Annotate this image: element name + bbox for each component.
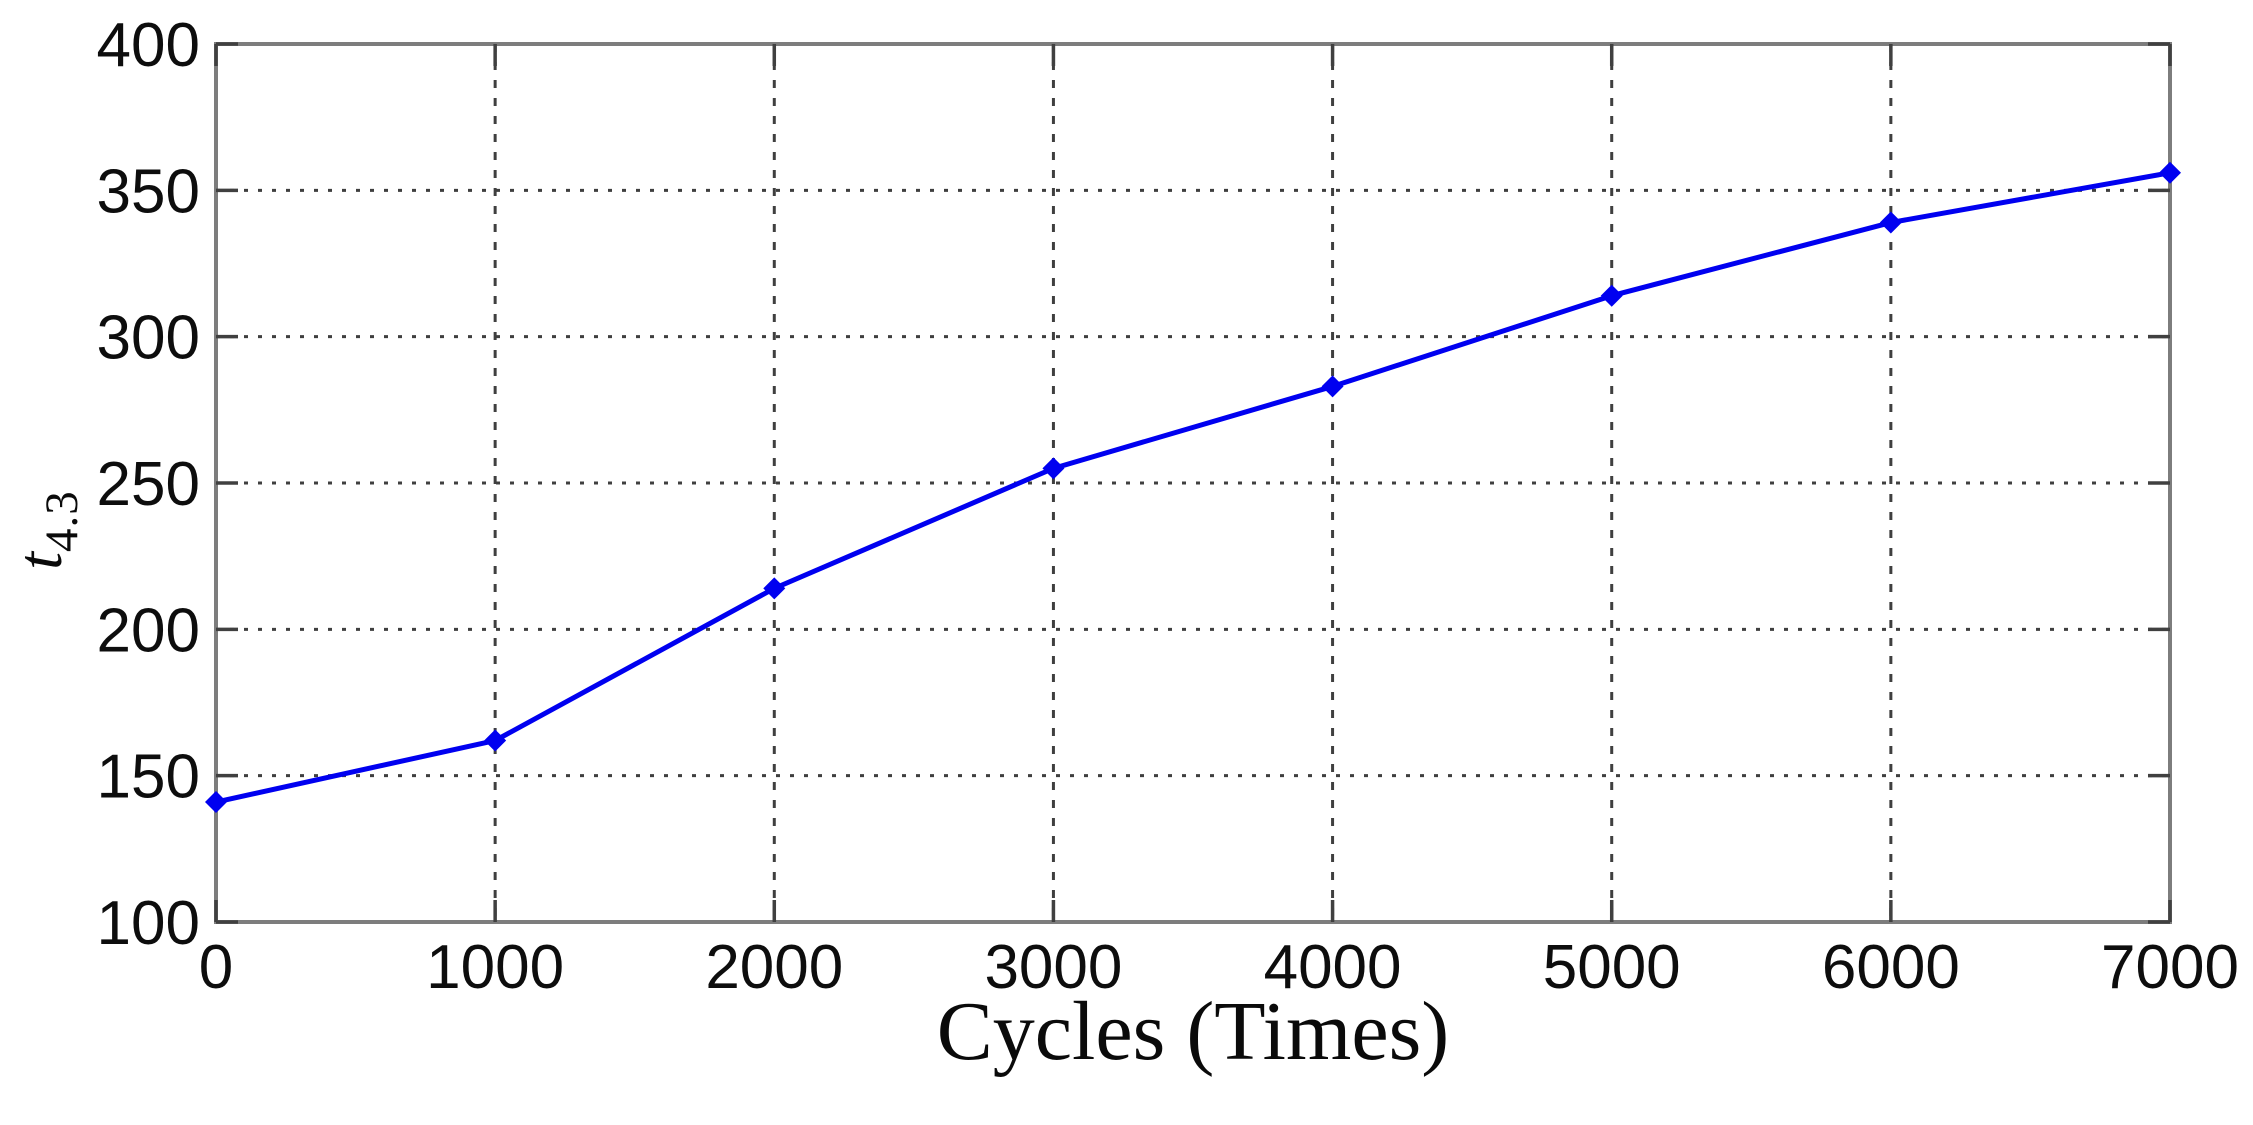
- x-tick-label: 7000: [2101, 933, 2239, 1002]
- y-tick-label: 400: [97, 11, 200, 80]
- y-axis-title-subscript: 4.3: [36, 490, 88, 552]
- x-tick-label: 1000: [426, 933, 564, 1002]
- data-point-marker: [1879, 211, 1902, 234]
- y-tick-label: 200: [97, 596, 200, 665]
- x-tick-label: 4000: [1264, 933, 1402, 1002]
- plot-border: [214, 42, 2172, 924]
- y-tick-label: 250: [97, 450, 200, 519]
- data-line: [213, 170, 2173, 805]
- x-tick-label: 5000: [1543, 933, 1681, 1002]
- data-point-marker: [1321, 375, 1344, 398]
- data-point-marker: [205, 791, 227, 814]
- y-axis-title: t4.3: [3, 490, 89, 570]
- y-tick-label: 350: [97, 157, 200, 226]
- y-axis-title-symbol: t: [4, 551, 75, 570]
- x-axis-title: Cycles (Times): [936, 985, 1450, 1078]
- x-tick-label: 0: [199, 933, 233, 1002]
- x-tick-label: 3000: [984, 933, 1122, 1002]
- y-tick-label: 300: [97, 304, 200, 373]
- y-tick-label: 150: [97, 743, 200, 812]
- data-point-marker: [484, 729, 507, 752]
- data-point-marker: [1042, 457, 1065, 480]
- y-tick-label: 100: [97, 889, 200, 958]
- data-point-marker: [763, 577, 786, 600]
- data-point-marker: [2159, 161, 2181, 184]
- data-point-marker: [1600, 284, 1623, 307]
- x-tick-label: 2000: [705, 933, 843, 1002]
- x-tick-label: 6000: [1822, 933, 1960, 1002]
